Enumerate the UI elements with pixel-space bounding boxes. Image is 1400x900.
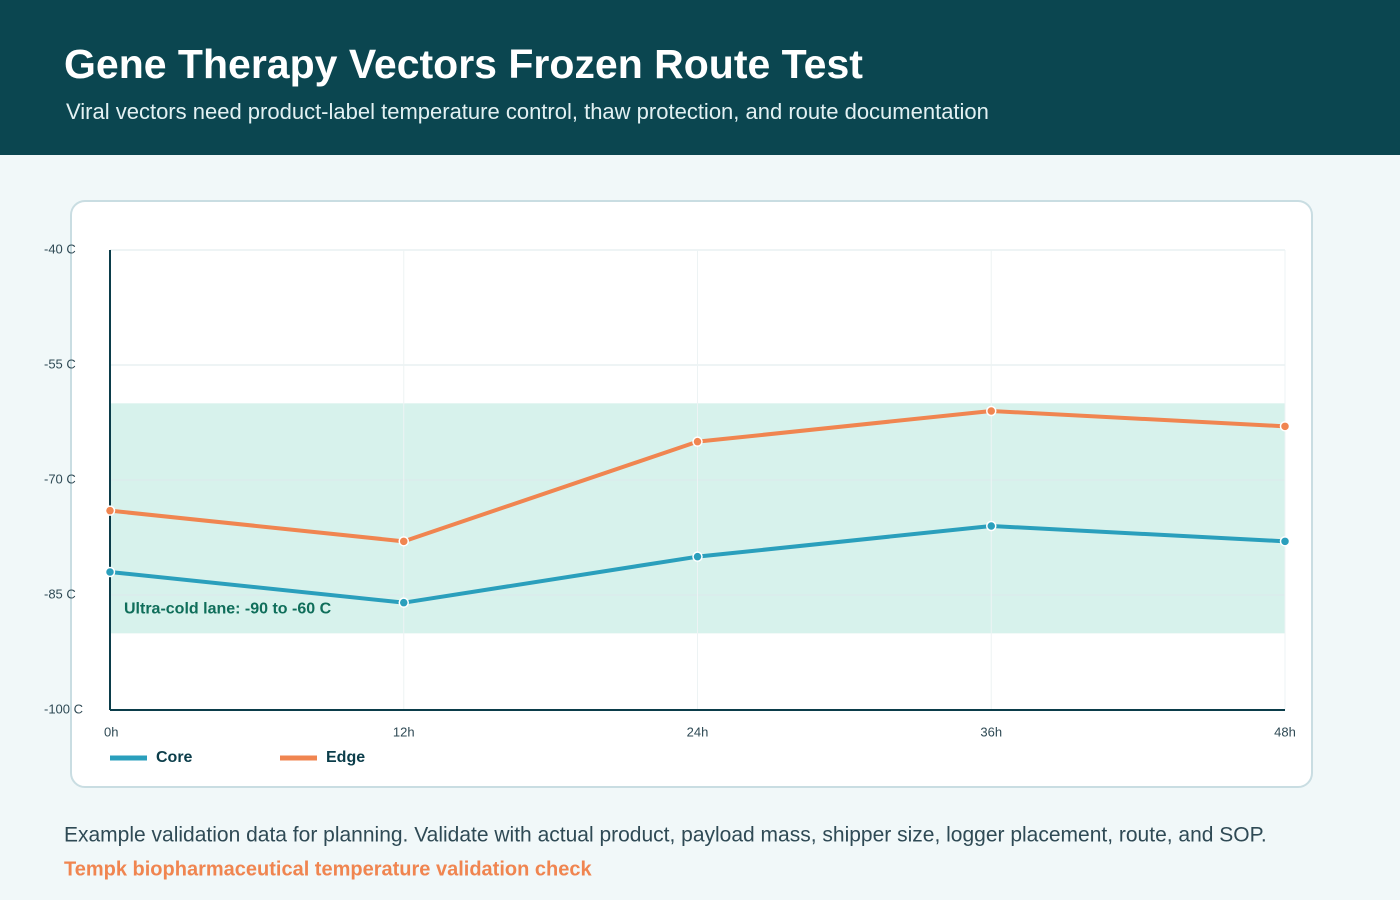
data-point <box>986 405 997 417</box>
data-point <box>398 597 409 608</box>
band-label: Ultra-cold lane: -90 to -60 C <box>124 601 332 618</box>
y-tick-label: -40 C <box>44 241 76 256</box>
y-tick-label: -70 C <box>44 471 76 486</box>
data-point <box>1279 421 1291 432</box>
x-tick-label: 0h <box>104 724 118 739</box>
x-tick-label: 36h <box>980 724 1002 739</box>
y-tick-label: -85 C <box>44 586 76 601</box>
footer-source: Tempk biopharmaceutical temperature vali… <box>64 858 592 880</box>
data-point <box>986 520 997 532</box>
data-point <box>104 566 116 578</box>
header-bar <box>0 0 1400 155</box>
legend-label: Edge <box>326 749 365 766</box>
y-tick-label: -55 C <box>44 356 76 371</box>
x-tick-label: 48h <box>1274 724 1296 739</box>
footer-note: Example validation data for planning. Va… <box>64 824 1267 847</box>
y-tick-label: -100 C <box>44 701 83 716</box>
legend-label: Core <box>156 749 193 766</box>
x-tick-label: 12h <box>393 724 415 739</box>
page-subtitle: Viral vectors need product-label tempera… <box>66 99 989 124</box>
page-title: Gene Therapy Vectors Frozen Route Test <box>64 41 863 87</box>
data-point <box>104 505 116 516</box>
data-point <box>1279 536 1291 547</box>
data-point <box>398 536 409 547</box>
x-tick-label: 24h <box>687 724 709 739</box>
plot: -100 C -85 C -70 C -55 C -40 C 0h 12h 24h 36h 48h… <box>44 241 1296 766</box>
data-point <box>692 551 703 562</box>
data-point <box>692 436 703 447</box>
